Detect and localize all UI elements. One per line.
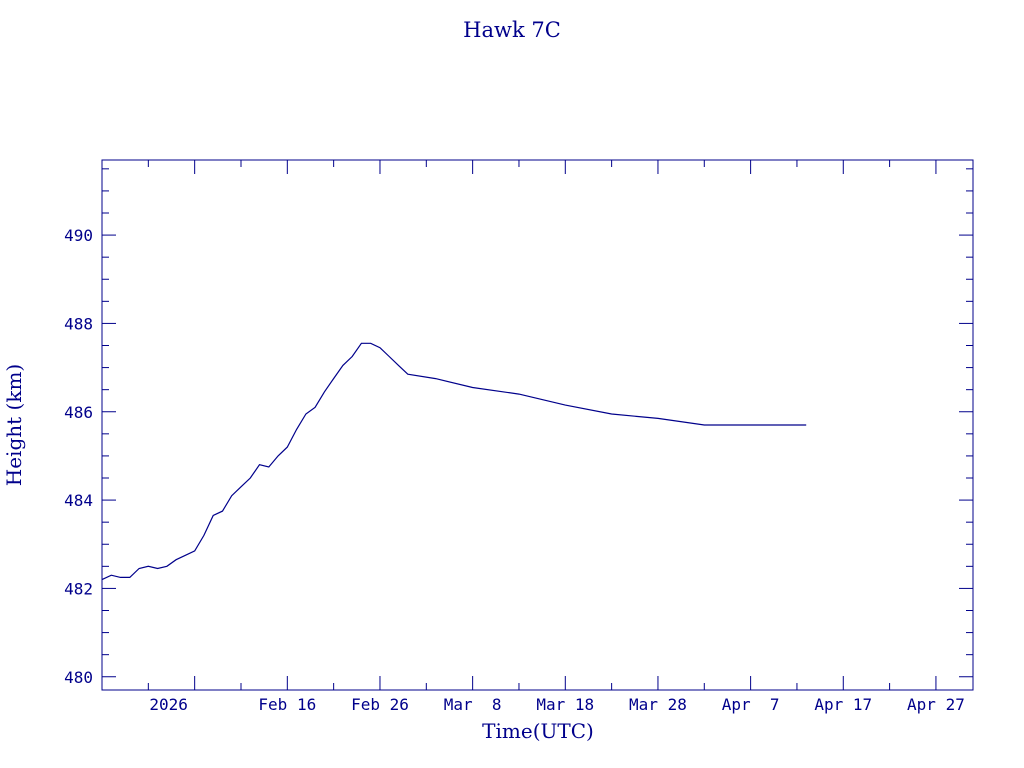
- y-tick-label: 480: [64, 668, 93, 687]
- x-tick-label: Mar 8: [444, 695, 502, 714]
- y-tick-label: 490: [64, 226, 93, 245]
- y-tick-label: 488: [64, 314, 93, 333]
- y-tick-label: 482: [64, 579, 93, 598]
- x-tick-label: Feb 16: [258, 695, 316, 714]
- y-tick-label: 484: [64, 491, 93, 510]
- x-tick-label: Mar 18: [536, 695, 594, 714]
- chart-title: Hawk 7C: [463, 18, 561, 42]
- labels-layer: 480 482 484 486 488 490 2026 Feb 16 Feb 26 Mar 8 M…: [64, 226, 965, 714]
- ticks-layer: [102, 160, 973, 690]
- y-axis-label: Height (km): [2, 364, 26, 486]
- series-line: [101, 342, 807, 581]
- x-tick-label: Feb 26: [351, 695, 409, 714]
- x-tick-label: Apr 27: [907, 695, 965, 714]
- y-tick-label: 486: [64, 403, 93, 422]
- x-tick-label: Apr 17: [814, 695, 872, 714]
- x-axis-label: Time(UTC): [482, 719, 594, 743]
- x-tick-label-year: 2026: [149, 695, 188, 714]
- x-tick-label: Apr 7: [722, 695, 780, 714]
- plot-frame: [101, 159, 974, 691]
- x-tick-label: Mar 28: [629, 695, 687, 714]
